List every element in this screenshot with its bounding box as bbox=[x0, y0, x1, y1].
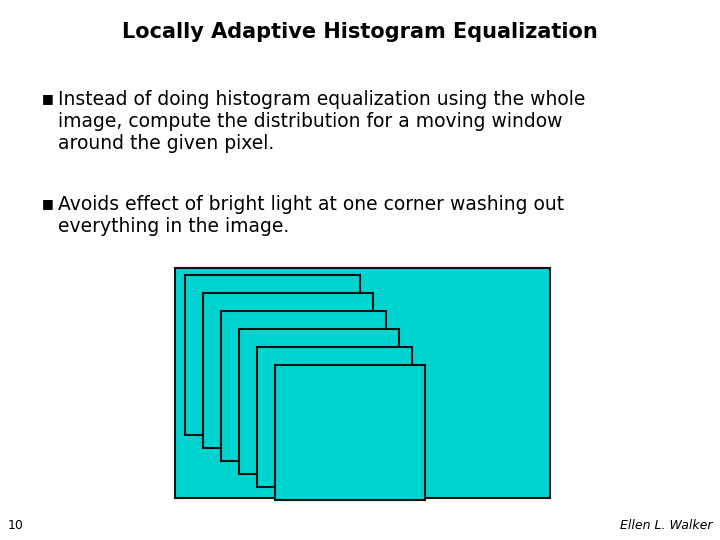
Text: Instead of doing histogram equalization using the whole: Instead of doing histogram equalization … bbox=[58, 90, 585, 109]
Bar bbox=[239, 329, 399, 474]
Bar bbox=[175, 268, 550, 498]
Bar bbox=[257, 347, 412, 487]
Bar bbox=[185, 275, 360, 435]
Text: ■: ■ bbox=[42, 92, 54, 105]
Text: around the given pixel.: around the given pixel. bbox=[58, 134, 274, 153]
Text: Avoids effect of bright light at one corner washing out: Avoids effect of bright light at one cor… bbox=[58, 195, 564, 214]
Text: image, compute the distribution for a moving window: image, compute the distribution for a mo… bbox=[58, 112, 562, 131]
Bar bbox=[221, 311, 386, 461]
Bar bbox=[275, 365, 425, 500]
Text: 10: 10 bbox=[8, 519, 24, 532]
Text: Locally Adaptive Histogram Equalization: Locally Adaptive Histogram Equalization bbox=[122, 22, 598, 42]
Bar bbox=[203, 293, 373, 448]
Text: ■: ■ bbox=[42, 197, 54, 210]
Text: Ellen L. Walker: Ellen L. Walker bbox=[619, 519, 712, 532]
Text: everything in the image.: everything in the image. bbox=[58, 217, 289, 236]
